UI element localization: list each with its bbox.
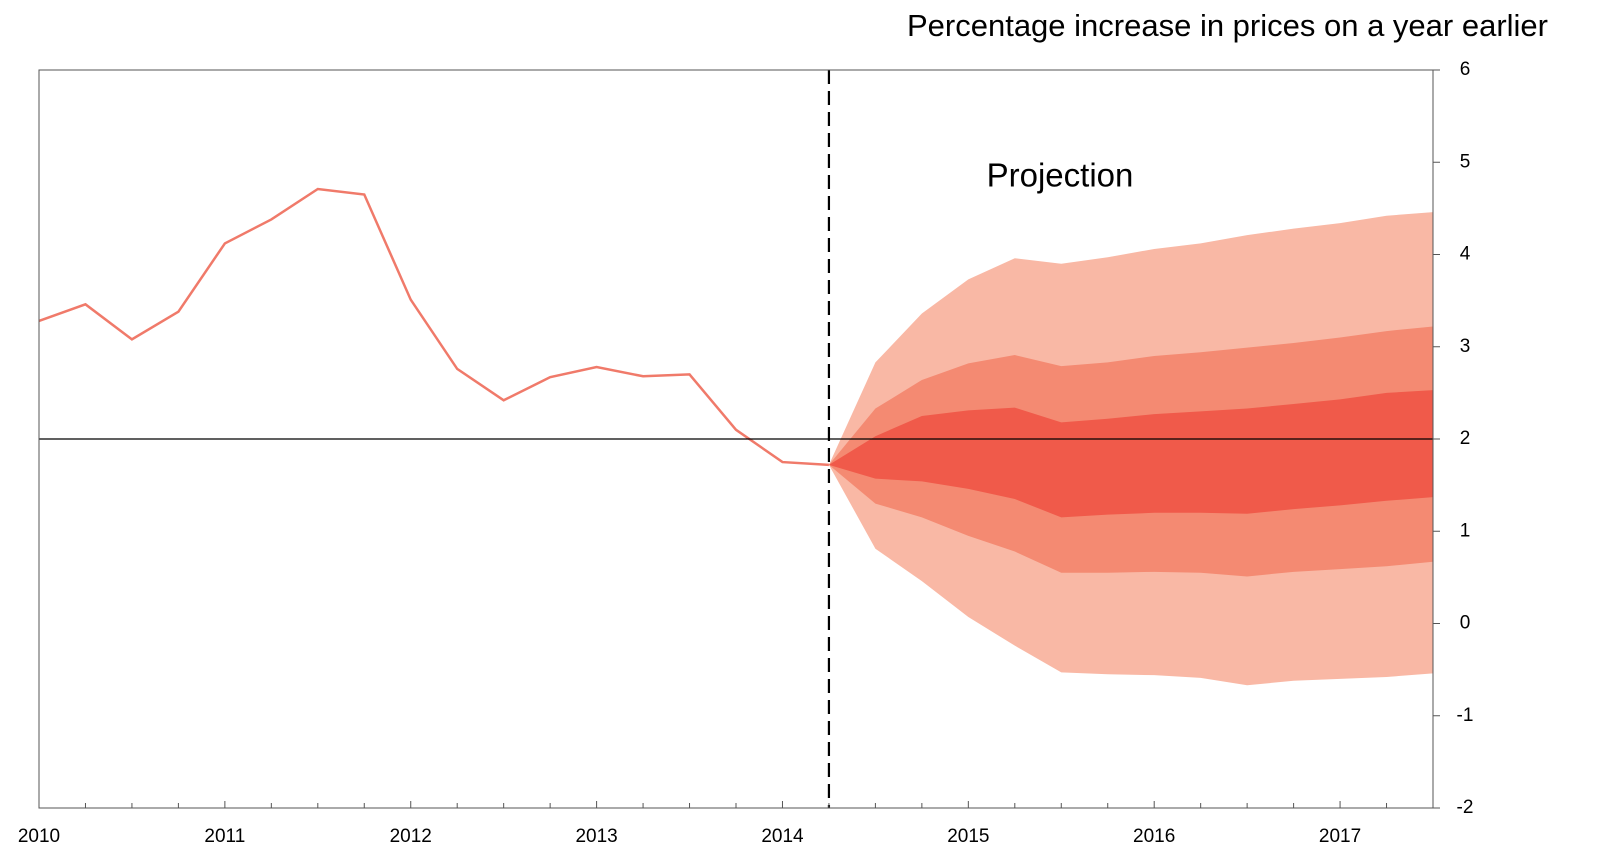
x-tick-label: 2017 (1319, 826, 1361, 847)
x-tick-label: 2015 (947, 826, 989, 847)
y-tick-label: 6 (1460, 59, 1471, 80)
y-tick-label: 3 (1460, 336, 1471, 357)
y-tick-label: 5 (1460, 151, 1471, 172)
y-tick-label: 1 (1460, 520, 1471, 541)
y-tick-label: 0 (1460, 613, 1471, 634)
x-tick-label: 2014 (761, 826, 804, 847)
history-line (38, 187, 830, 467)
x-tick-label: 2011 (204, 826, 245, 847)
x-tick-label: 2012 (390, 826, 432, 847)
x-tick-label: 2010 (18, 826, 60, 847)
chart-title: Percentage increase in prices on a year … (907, 8, 1548, 43)
y-tick-label: -1 (1457, 705, 1474, 726)
y-tick-label: -2 (1457, 797, 1474, 818)
y-tick-label: 2 (1460, 428, 1471, 449)
x-tick-label: 2013 (575, 826, 617, 847)
fan-band (828, 390, 1433, 518)
x-tick-label: 2016 (1133, 826, 1175, 847)
y-tick-label: 4 (1460, 244, 1471, 265)
annotation: Projection (987, 157, 1134, 194)
